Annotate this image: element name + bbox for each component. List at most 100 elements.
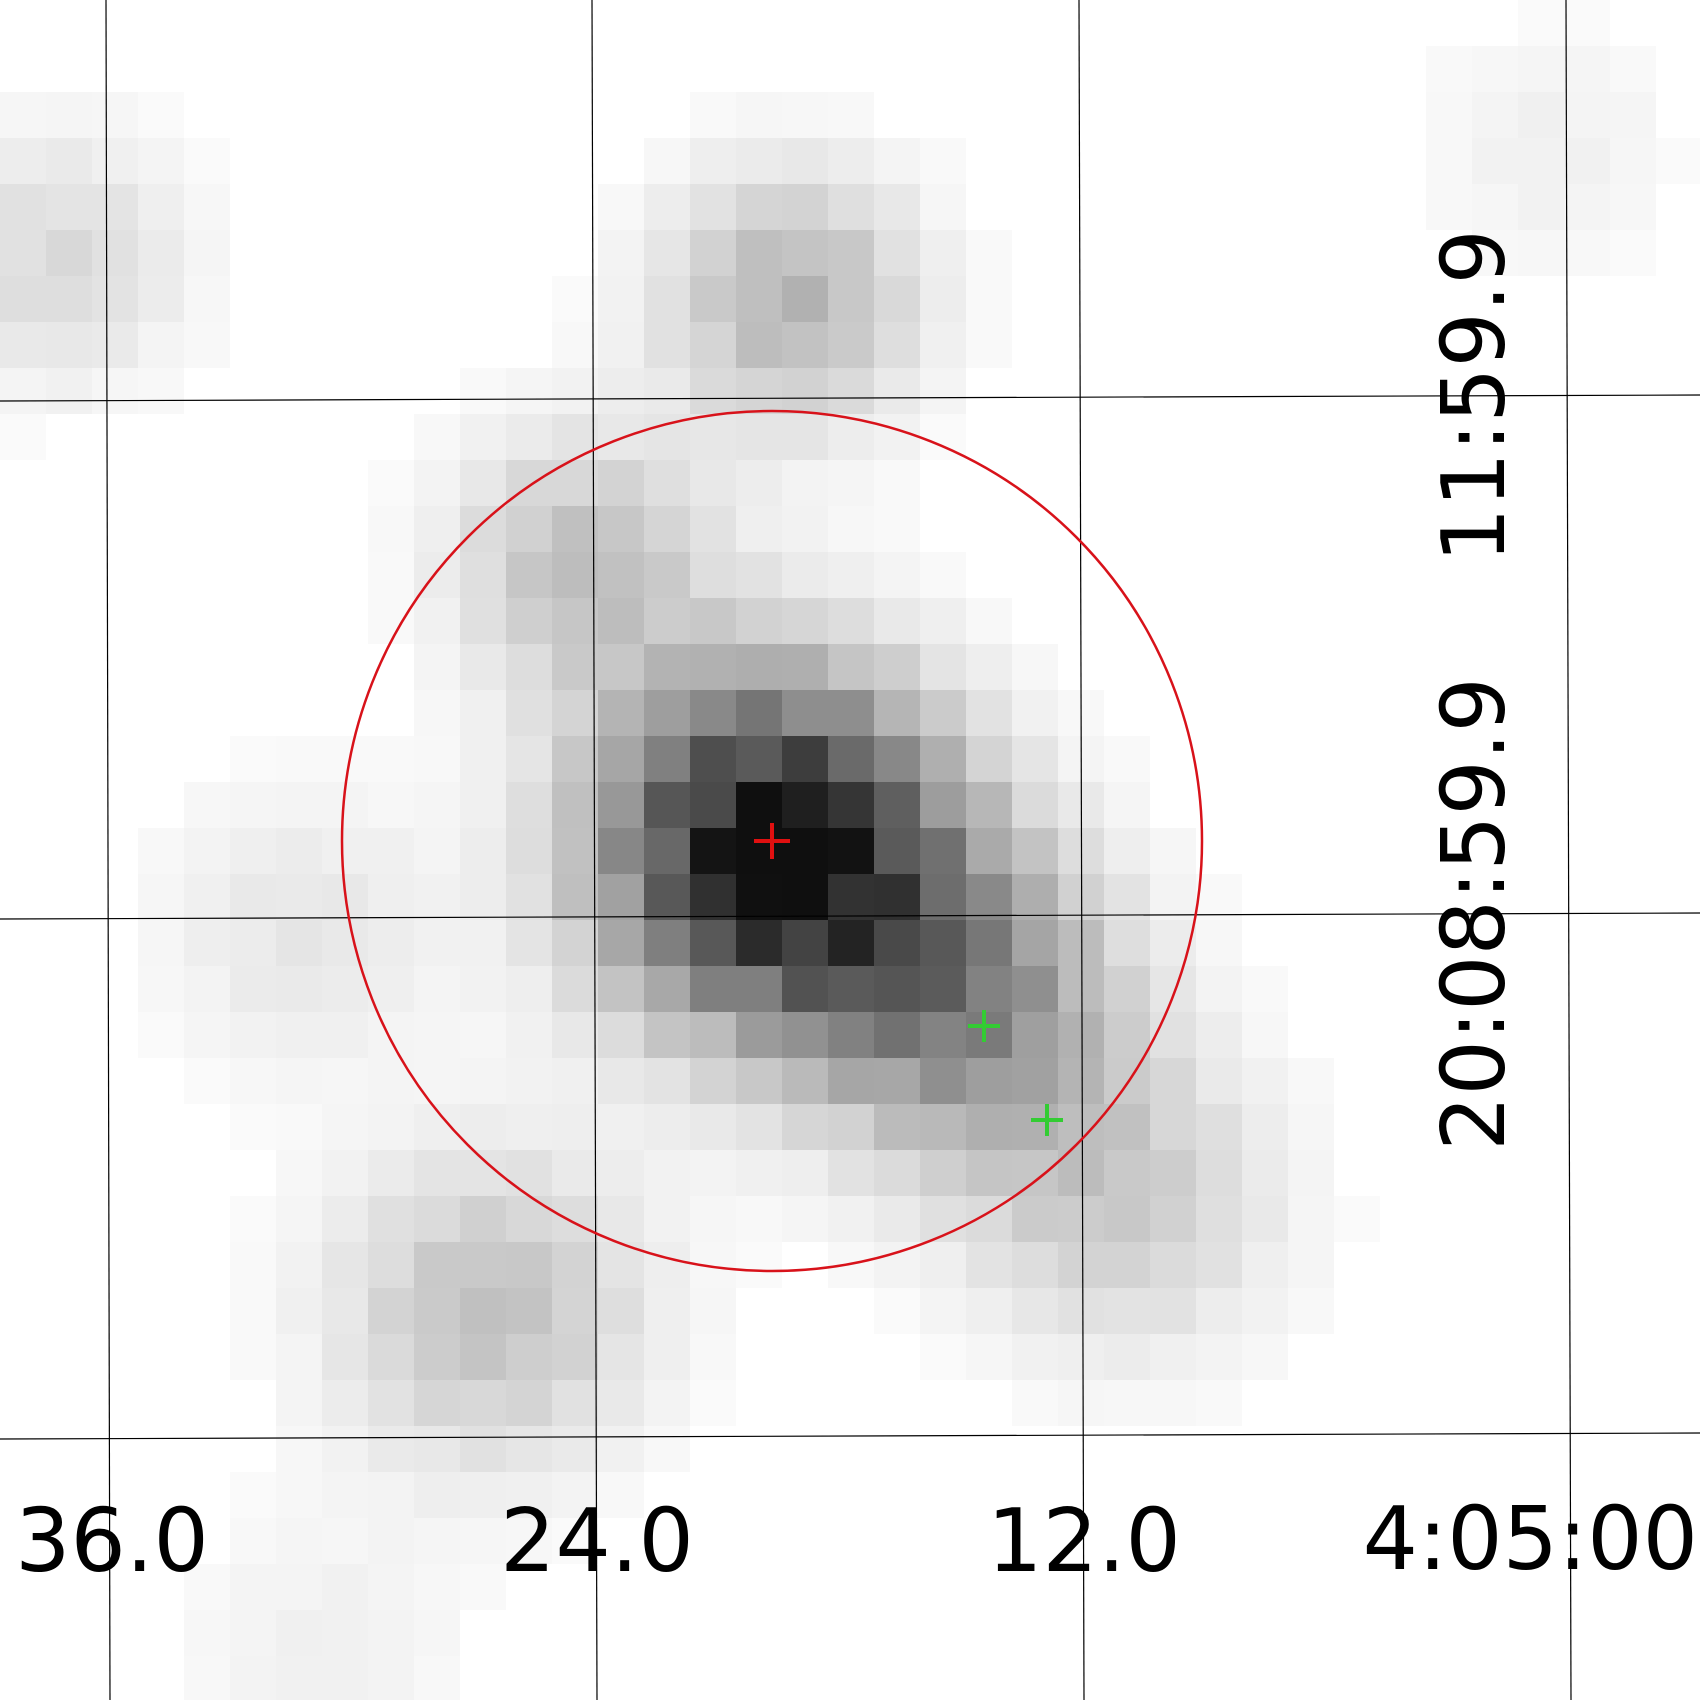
pixel: [184, 1012, 230, 1058]
pixel: [0, 322, 46, 368]
pixel: [276, 1610, 322, 1656]
pixel: [552, 1104, 598, 1150]
pixel: [552, 874, 598, 920]
pixel: [598, 598, 644, 644]
pixel: [644, 138, 690, 184]
pixel: [1012, 690, 1058, 736]
pixel: [322, 1334, 368, 1380]
pixel: [828, 874, 874, 920]
pixel: [874, 782, 920, 828]
pixel: [966, 276, 1012, 322]
pixel: [0, 368, 46, 414]
pixel: [966, 966, 1012, 1012]
pixel: [1610, 230, 1656, 276]
pixel: [1196, 1380, 1242, 1426]
pixel: [460, 1564, 506, 1610]
pixel: [230, 736, 276, 782]
pixel: [920, 552, 966, 598]
pixel: [368, 966, 414, 1012]
pixel: [230, 1242, 276, 1288]
pixel: [414, 920, 460, 966]
pixel: [1610, 138, 1656, 184]
pixel: [1150, 1058, 1196, 1104]
pixel: [414, 782, 460, 828]
pixel: [1242, 966, 1288, 1012]
pixel: [1242, 1012, 1288, 1058]
pixel: [414, 414, 460, 460]
pixel: [414, 828, 460, 874]
pixel: [966, 1104, 1012, 1150]
pixel: [1150, 1288, 1196, 1334]
pixel: [690, 138, 736, 184]
pixel: [138, 138, 184, 184]
pixel: [506, 1150, 552, 1196]
pixel: [1012, 736, 1058, 782]
pixel: [552, 736, 598, 782]
pixel: [598, 1288, 644, 1334]
pixel: [644, 1196, 690, 1242]
pixel: [644, 828, 690, 874]
pixel: [0, 92, 46, 138]
pixel: [598, 1196, 644, 1242]
pixel: [92, 92, 138, 138]
grid-line: [0, 912, 1700, 920]
pixel: [460, 414, 506, 460]
pixel: [184, 1564, 230, 1610]
pixel: [874, 828, 920, 874]
pixel: [1150, 1012, 1196, 1058]
pixel: [736, 1104, 782, 1150]
pixel: [276, 1472, 322, 1518]
pixel: [874, 1012, 920, 1058]
source-marker: [1031, 1104, 1063, 1136]
pixel: [736, 1242, 782, 1288]
pixel: [184, 920, 230, 966]
pixel: [368, 874, 414, 920]
pixel: [1150, 1242, 1196, 1288]
pixel: [368, 1012, 414, 1058]
pixel: [598, 506, 644, 552]
pixel: [1012, 1380, 1058, 1426]
pixel: [1104, 966, 1150, 1012]
pixel: [460, 690, 506, 736]
pixel: [1518, 138, 1564, 184]
pixel: [690, 598, 736, 644]
pixel: [874, 874, 920, 920]
pixel: [414, 1610, 460, 1656]
pixel: [782, 1058, 828, 1104]
pixel: [1058, 1150, 1104, 1196]
pixel: [230, 782, 276, 828]
pixel: [966, 736, 1012, 782]
pixel: [184, 1058, 230, 1104]
pixel: [920, 598, 966, 644]
pixel: [1196, 1288, 1242, 1334]
pixel: [828, 1196, 874, 1242]
pixel: [368, 1196, 414, 1242]
pixel: [460, 1334, 506, 1380]
pixel: [276, 966, 322, 1012]
pixel: [966, 782, 1012, 828]
pixel: [782, 138, 828, 184]
pixel: [506, 1426, 552, 1472]
pixel: [184, 874, 230, 920]
pixel: [1610, 46, 1656, 92]
pixel: [1104, 1196, 1150, 1242]
pixel: [506, 1012, 552, 1058]
pixel: [552, 690, 598, 736]
pixel: [966, 1242, 1012, 1288]
pixel: [184, 230, 230, 276]
pixel: [1472, 92, 1518, 138]
pixel: [920, 1104, 966, 1150]
pixel: [368, 1288, 414, 1334]
pixel: [506, 1334, 552, 1380]
pixel: [690, 966, 736, 1012]
pixel: [736, 690, 782, 736]
pixel: [690, 644, 736, 690]
pixel: [598, 828, 644, 874]
pixel: [920, 644, 966, 690]
pixel: [920, 828, 966, 874]
pixel: [230, 966, 276, 1012]
pixel: [276, 1196, 322, 1242]
pixel: [736, 874, 782, 920]
pixel: [1150, 920, 1196, 966]
pixel: [690, 368, 736, 414]
